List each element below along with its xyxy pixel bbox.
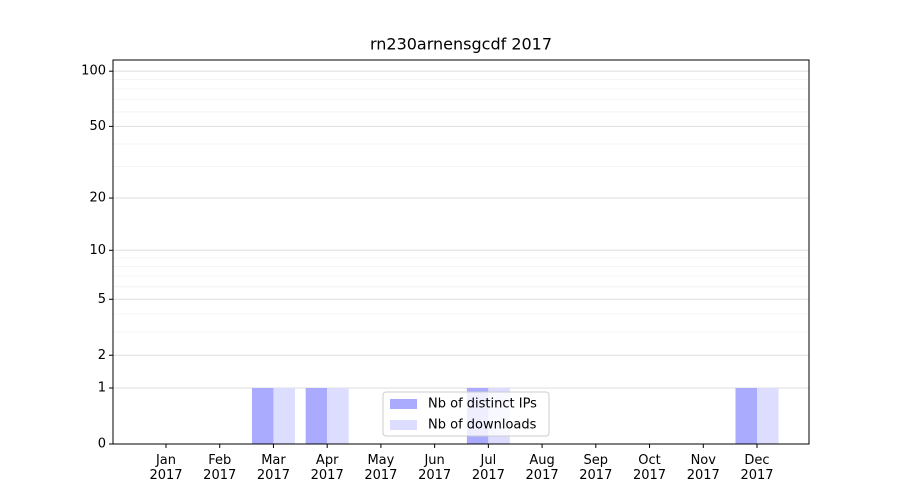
legend-box: [382, 391, 550, 437]
bar: [305, 388, 328, 444]
y-tick-label: 20: [89, 191, 106, 206]
x-tick-label: Nov 2017: [686, 453, 720, 483]
x-tick-label: Jan 2017: [149, 453, 183, 483]
y-tick-label: 0: [98, 437, 106, 452]
bar: [757, 388, 779, 444]
y-tick-label: 10: [89, 243, 106, 258]
legend-label: Nb of distinct IPs: [428, 397, 537, 412]
chart-title: rn230arnensgcdf 2017: [370, 35, 552, 54]
x-tick-label: Sep 2017: [579, 453, 613, 483]
plot-frame: [112, 59, 810, 445]
x-tick-label: May 2017: [364, 453, 398, 483]
y-tick-label: 100: [81, 64, 106, 79]
x-tick-label: Jun 2017: [418, 453, 452, 483]
x-tick-label: Jul 2017: [471, 453, 505, 483]
bar: [273, 388, 295, 444]
bar: [327, 388, 349, 444]
bar: [735, 388, 757, 444]
legend-swatch: [390, 420, 417, 430]
legend-swatch: [390, 399, 417, 409]
x-tick-label: Apr 2017: [310, 453, 344, 483]
y-tick-label: 2: [98, 348, 106, 363]
x-tick-label: Feb 2017: [203, 453, 237, 483]
x-tick-label: Aug 2017: [525, 453, 559, 483]
y-tick-label: 5: [98, 292, 106, 307]
y-tick-label: 1: [98, 381, 106, 396]
legend: Nb of distinct IPs Nb of downloads: [382, 391, 550, 437]
x-tick-label: Oct 2017: [632, 453, 667, 483]
x-tick-label: Mar 2017: [256, 453, 290, 483]
bar: [251, 388, 274, 444]
legend-label: Nb of downloads: [428, 418, 537, 433]
x-tick-label: Dec 2017: [740, 453, 774, 483]
y-tick-label: 50: [89, 119, 106, 134]
